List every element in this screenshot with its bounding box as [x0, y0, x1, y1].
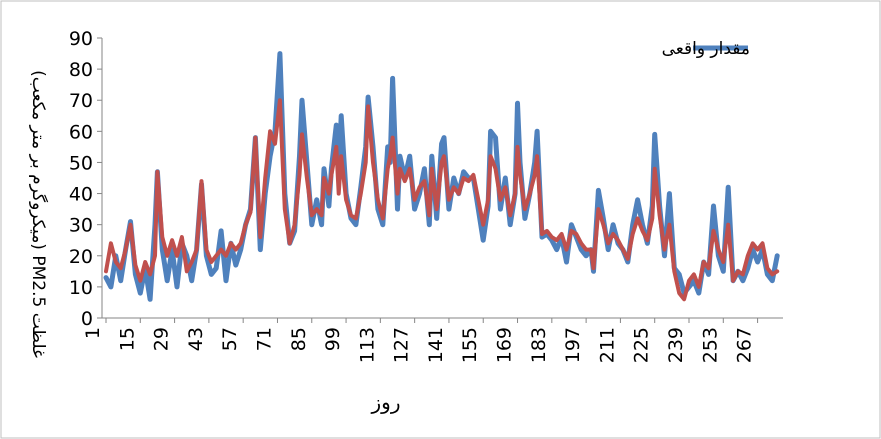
x-tick-label: 85 — [288, 327, 310, 351]
x-tick-label: 253 — [699, 327, 721, 363]
y-tick-label: 80 — [69, 59, 93, 81]
y-tick-label: 0 — [81, 308, 93, 330]
y-ticks: 0 10 20 30 40 50 60 70 80 90 — [69, 28, 102, 330]
x-tick-label: 183 — [528, 327, 550, 363]
x-tick-label: 225 — [631, 327, 653, 363]
x-tick-label: 127 — [391, 327, 413, 363]
x-tick-label: 71 — [253, 327, 275, 351]
x-tick-label: 169 — [494, 327, 516, 363]
x-ticks: 1 15 29 43 57 71 85 99 113 127 141 155 169 183 197 211 2… — [82, 318, 759, 363]
y-tick-label: 70 — [69, 90, 93, 112]
x-tick-label: 43 — [185, 327, 207, 351]
x-tick-label: 99 — [322, 327, 344, 351]
series-line-predicted — [104, 98, 780, 302]
axes — [101, 38, 783, 319]
x-tick-label: 211 — [596, 327, 618, 363]
x-tick-label: 141 — [425, 327, 447, 363]
x-tick-label: 57 — [219, 327, 241, 351]
x-tick-label: 155 — [459, 327, 481, 363]
series — [103, 51, 780, 302]
legend-label: مقدار واقعی — [662, 39, 750, 59]
y-tick-label: 90 — [69, 28, 93, 50]
y-tick-label: 60 — [69, 121, 93, 143]
x-tick-label: 15 — [116, 327, 138, 351]
x-tick-label: 113 — [356, 327, 378, 363]
y-tick-label: 10 — [69, 277, 93, 299]
y-tick-label: 50 — [69, 152, 93, 174]
x-tick-label: 1 — [82, 327, 104, 339]
y-axis-label: غلظت PM2.5 (میکروگرم بر متر مکعب) — [28, 70, 49, 358]
y-tick-label: 20 — [69, 246, 93, 268]
x-axis-label: روز — [371, 390, 401, 414]
y-tick-label: 30 — [69, 215, 93, 237]
y-tick-label: 40 — [69, 184, 93, 206]
x-tick-label: 239 — [665, 327, 687, 363]
x-tick-label: 267 — [734, 327, 756, 363]
legend: مقدار واقعی — [662, 39, 750, 59]
x-tick-label: 29 — [151, 327, 173, 351]
x-tick-label: 197 — [562, 327, 584, 363]
